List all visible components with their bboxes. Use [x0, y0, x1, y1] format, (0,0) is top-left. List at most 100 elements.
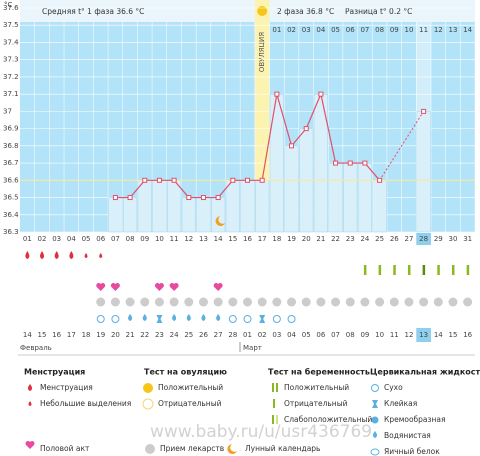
icon	[142, 398, 154, 410]
date-label: 08	[346, 331, 355, 339]
pill	[463, 297, 473, 307]
x-tick-label: 15	[228, 235, 237, 243]
ovulation-label: ОВУЛЯЦИЯ	[258, 32, 266, 72]
cervical	[243, 315, 252, 323]
y-tick-label: 36.3	[3, 228, 19, 236]
moon	[215, 216, 226, 226]
cervical	[142, 314, 147, 321]
pill	[433, 297, 443, 307]
date-label: 15	[38, 331, 47, 339]
bar	[416, 111, 431, 233]
pill	[198, 297, 208, 307]
date-label: 18	[82, 331, 91, 339]
phase2-day: 14	[463, 26, 472, 34]
phase2-day: 09	[390, 26, 399, 34]
legend-item: Небольшие выделения	[40, 399, 131, 408]
legend-item: Прием лекарств	[160, 444, 224, 453]
menstruation	[40, 251, 45, 259]
legend-item: Положительный	[284, 383, 349, 392]
point	[274, 91, 280, 97]
pregnancy-test	[393, 265, 396, 275]
pill	[375, 297, 385, 307]
x-tick-label: 11	[170, 235, 179, 243]
pill	[345, 297, 355, 307]
legend-item: Отрицательный	[158, 399, 222, 408]
date-label: 20	[111, 331, 120, 339]
bar	[240, 180, 255, 233]
point	[186, 195, 192, 201]
legend-item: Положительный	[158, 383, 223, 392]
date-label: 16	[463, 331, 472, 339]
pill	[360, 297, 370, 307]
pill	[404, 297, 414, 307]
date-label: 04	[287, 331, 296, 339]
diff: Разница t° 0.2 °C	[345, 7, 412, 16]
x-tick-label: 04	[67, 235, 76, 243]
point	[333, 160, 339, 166]
date-label: 26	[199, 331, 208, 339]
bar	[328, 162, 343, 233]
x-tick-label: 22	[331, 235, 340, 243]
x-tick-label: 18	[272, 235, 281, 243]
x-tick-label: 24	[360, 235, 369, 243]
x-tick-label: 27	[404, 235, 413, 243]
header-bg	[20, 0, 475, 22]
date-label: 17	[67, 331, 76, 339]
pill	[287, 297, 297, 307]
x-tick-label: 08	[126, 235, 135, 243]
bar	[108, 197, 123, 233]
date-label: 14	[434, 331, 443, 339]
spotting	[84, 253, 88, 258]
intercourse	[154, 283, 164, 291]
selected-cell	[416, 328, 431, 342]
pill	[448, 297, 458, 307]
point	[142, 177, 148, 183]
pill	[331, 297, 341, 307]
point	[289, 143, 295, 149]
x-tick-label: 07	[111, 235, 120, 243]
pregnancy-test	[466, 265, 470, 275]
cervical	[216, 314, 221, 321]
x-tick-label: 29	[434, 235, 443, 243]
y-tick-label: 36.8	[3, 142, 19, 150]
legend-item: Водянистая	[384, 431, 431, 440]
cervical	[201, 314, 206, 321]
intercourse	[169, 283, 179, 291]
point	[215, 195, 221, 201]
bar	[211, 197, 226, 233]
phase2-avg: 2 фаза 36.8 °C	[277, 7, 334, 16]
intercourse	[213, 283, 223, 291]
cervical	[172, 314, 177, 321]
y-tick-label: 37.5	[3, 21, 19, 29]
watermark: www.baby.ru/u/usr436769	[150, 422, 372, 442]
bar	[284, 145, 299, 233]
y-tick-label: 36.5	[3, 194, 19, 202]
pregnancy-test	[422, 265, 426, 275]
pill	[110, 297, 120, 307]
legend-title: Менструация	[24, 368, 85, 377]
x-tick-label: 12	[184, 235, 193, 243]
point	[230, 177, 236, 183]
selected-cell	[416, 233, 431, 245]
point	[127, 195, 133, 201]
legend-item: Яичный белок	[384, 447, 440, 456]
date-label: 03	[272, 331, 281, 339]
x-tick-label: 10	[155, 235, 164, 243]
menstruation	[54, 251, 59, 259]
pill	[184, 297, 194, 307]
bar	[343, 162, 358, 233]
x-tick-label: 28	[419, 235, 428, 243]
x-tick-label: 26	[390, 235, 399, 243]
legend-item: Клейкая	[384, 399, 417, 408]
cervical	[259, 315, 266, 323]
icon	[227, 444, 237, 454]
date-label: 21	[126, 331, 135, 339]
x-tick-label: 05	[82, 235, 91, 243]
date-label: 19	[96, 331, 105, 339]
point	[421, 108, 427, 114]
legend-item: Кремообразная	[384, 415, 446, 424]
point	[156, 177, 162, 183]
date-label: 23	[155, 331, 164, 339]
bar	[122, 197, 138, 233]
legend-item: Половой акт	[40, 444, 90, 453]
